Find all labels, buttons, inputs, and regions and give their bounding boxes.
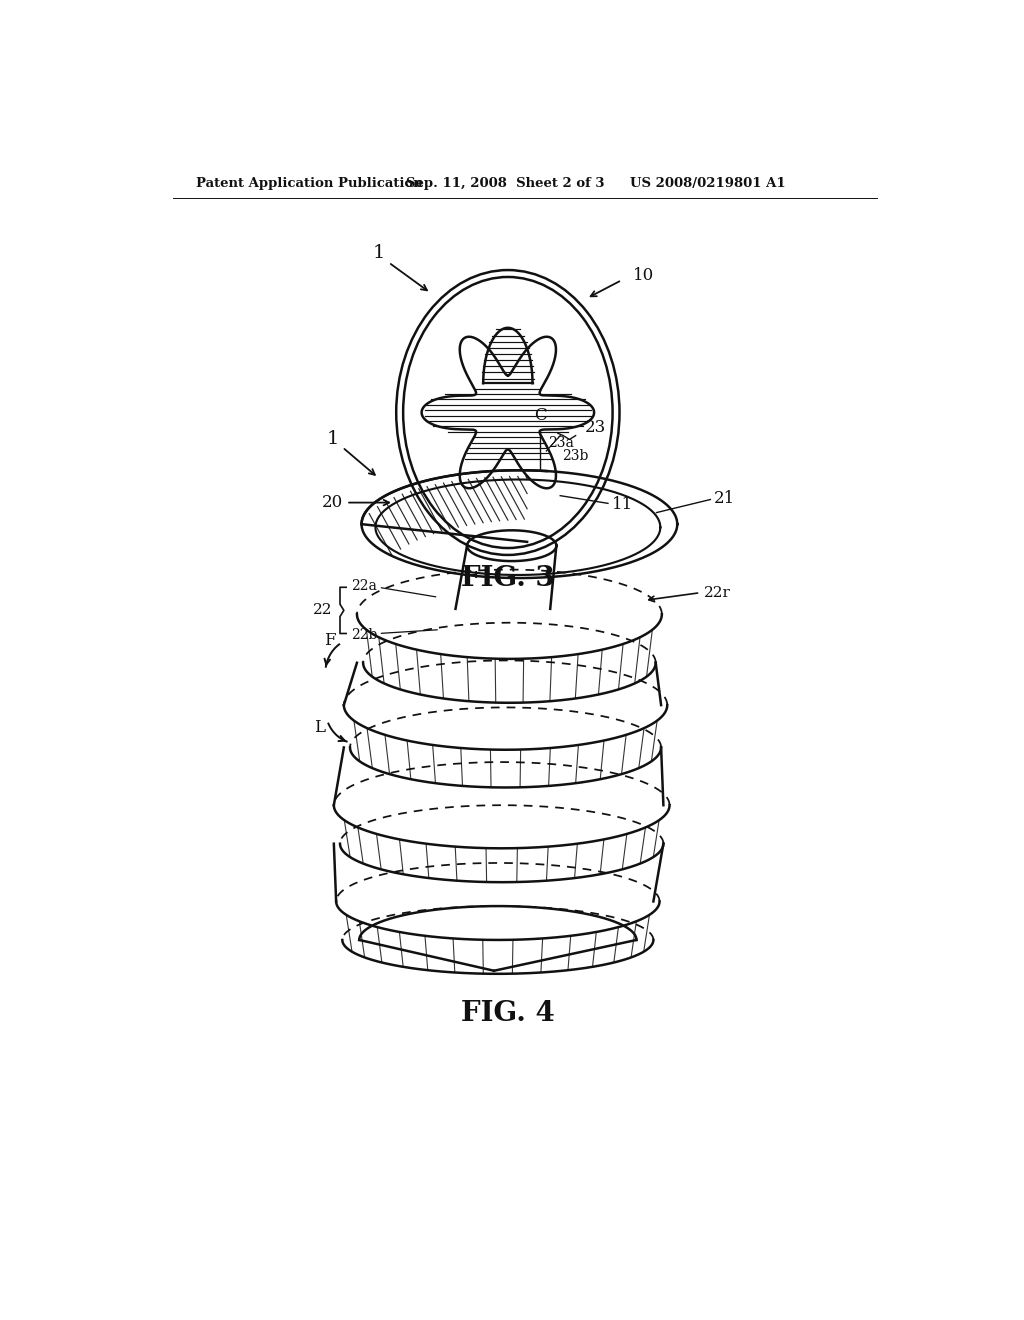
Text: 1: 1 bbox=[327, 430, 339, 449]
Text: 22r: 22r bbox=[703, 586, 730, 599]
Text: 11: 11 bbox=[611, 496, 633, 513]
Text: US 2008/0219801 A1: US 2008/0219801 A1 bbox=[630, 177, 785, 190]
Text: 10: 10 bbox=[633, 267, 654, 284]
Text: 23b: 23b bbox=[562, 449, 588, 463]
Text: 23: 23 bbox=[585, 420, 606, 437]
Text: 22b: 22b bbox=[351, 628, 377, 642]
Text: 23a: 23a bbox=[548, 437, 573, 450]
Text: FIG. 4: FIG. 4 bbox=[461, 999, 555, 1027]
Text: 1: 1 bbox=[373, 244, 385, 263]
Text: 22: 22 bbox=[312, 603, 333, 618]
Text: Patent Application Publication: Patent Application Publication bbox=[196, 177, 423, 190]
Text: 21: 21 bbox=[714, 490, 734, 507]
Text: FIG. 3: FIG. 3 bbox=[461, 565, 555, 591]
Text: 20: 20 bbox=[322, 494, 343, 511]
Text: L: L bbox=[313, 719, 325, 737]
Text: Sep. 11, 2008  Sheet 2 of 3: Sep. 11, 2008 Sheet 2 of 3 bbox=[407, 177, 605, 190]
Text: C: C bbox=[534, 407, 547, 424]
Text: 22a: 22a bbox=[351, 578, 377, 593]
Text: F: F bbox=[325, 632, 336, 649]
